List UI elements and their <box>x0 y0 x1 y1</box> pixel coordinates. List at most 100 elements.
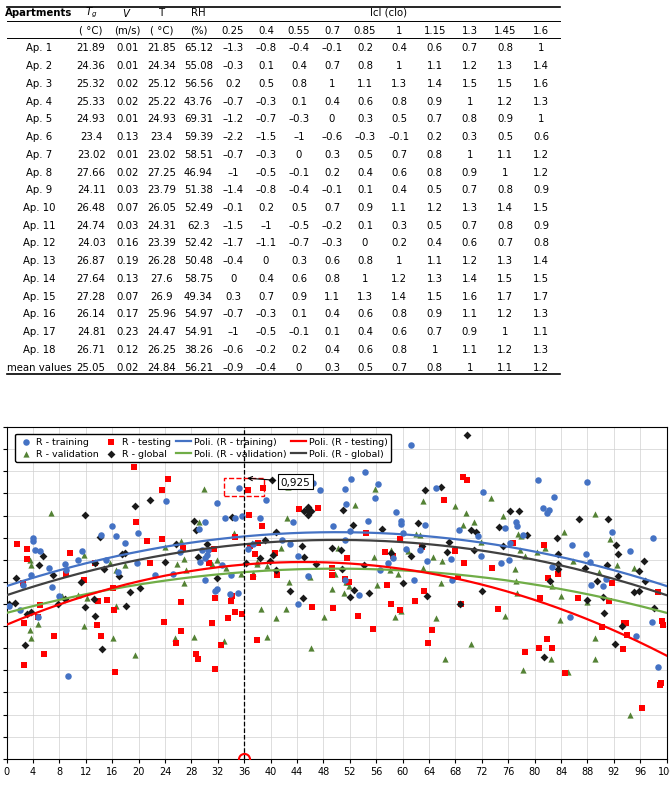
R - testing <box>419 585 429 598</box>
R - global <box>89 609 100 622</box>
R - testing <box>163 473 174 486</box>
R - global <box>602 512 613 525</box>
R - testing <box>90 556 100 569</box>
Text: 0.4: 0.4 <box>357 167 373 177</box>
R - testing <box>257 482 268 495</box>
Text: 0.8: 0.8 <box>357 256 373 266</box>
R - training <box>199 516 210 529</box>
Text: 0.2: 0.2 <box>324 167 340 177</box>
R - global <box>539 651 549 664</box>
Text: 1.2: 1.2 <box>533 362 549 372</box>
R - validation <box>282 481 293 494</box>
R - validation <box>341 577 352 589</box>
R - training <box>396 516 407 528</box>
R - training <box>517 528 528 541</box>
Poli. (R - global) <box>316 536 324 545</box>
Text: 0.1: 0.1 <box>357 185 373 195</box>
R - validation <box>271 612 282 625</box>
Text: 0.8: 0.8 <box>391 96 407 107</box>
R - training <box>243 543 253 556</box>
Text: 0.07: 0.07 <box>116 202 139 213</box>
Text: 1.6: 1.6 <box>462 291 478 301</box>
R - testing <box>422 637 433 650</box>
R - training <box>293 550 304 563</box>
R - testing <box>206 617 217 630</box>
Line: Poli. (R - global): Poli. (R - global) <box>7 540 667 596</box>
R - global <box>80 509 90 522</box>
Text: –0.7: –0.7 <box>222 96 244 107</box>
R - global <box>454 598 465 611</box>
R - validation <box>546 581 557 593</box>
R - testing <box>618 617 629 630</box>
R - training <box>237 510 248 523</box>
Text: 1: 1 <box>431 344 438 354</box>
R - global <box>145 494 156 507</box>
R - validation <box>256 602 267 615</box>
Text: 0.6: 0.6 <box>357 309 373 319</box>
Poli. (R - validation) <box>3 609 11 618</box>
R - training <box>161 495 172 507</box>
Text: 1.5: 1.5 <box>462 79 478 88</box>
Text: –0.1: –0.1 <box>289 167 310 177</box>
R - testing <box>226 589 237 602</box>
Text: 24.47: 24.47 <box>147 327 176 336</box>
R - validation <box>515 544 525 557</box>
R - training <box>375 565 385 577</box>
R - global <box>444 536 454 548</box>
R - training <box>226 569 237 582</box>
Text: 0.3: 0.3 <box>324 362 340 372</box>
R - global <box>255 552 265 565</box>
R - testing <box>129 461 140 474</box>
R - validation <box>281 512 292 525</box>
R - testing <box>453 570 464 583</box>
R - testing <box>462 474 472 487</box>
R - validation <box>338 587 349 600</box>
Text: 1.5: 1.5 <box>533 202 549 213</box>
R - testing <box>559 666 570 679</box>
Text: 38.26: 38.26 <box>184 344 213 354</box>
R - validation <box>319 611 330 624</box>
Text: 0.8: 0.8 <box>497 185 513 195</box>
R - global <box>469 544 480 556</box>
R - training <box>401 544 411 556</box>
R - global <box>553 557 563 570</box>
R - validation <box>262 560 273 573</box>
R - training <box>340 574 350 587</box>
R - global <box>609 638 620 650</box>
Text: 0.01: 0.01 <box>116 114 138 124</box>
Text: 1.2: 1.2 <box>533 167 549 177</box>
R - validation <box>235 568 246 581</box>
Text: 1.3: 1.3 <box>533 309 549 319</box>
R - training <box>107 520 117 533</box>
Text: 1: 1 <box>329 79 335 88</box>
Legend: R - training, R - validation, R - testing, R - global, Poli. (R - training), Pol: R - training, R - validation, R - testin… <box>15 434 391 463</box>
Text: 0.4: 0.4 <box>391 43 407 53</box>
Text: 0.13: 0.13 <box>116 132 138 142</box>
Poli. (R - training) <box>3 581 11 591</box>
R - validation <box>305 571 316 584</box>
Text: 0.8: 0.8 <box>427 167 443 177</box>
Text: 0.7: 0.7 <box>427 114 443 124</box>
Text: 1.2: 1.2 <box>462 61 478 71</box>
R - training <box>119 536 130 549</box>
Text: Ap. 8: Ap. 8 <box>26 167 52 177</box>
Poli. (R - testing) <box>663 651 670 661</box>
R - training <box>537 502 548 515</box>
Text: 56.56: 56.56 <box>184 79 213 88</box>
R - validation <box>418 562 429 575</box>
Text: 0: 0 <box>296 149 302 160</box>
R - testing <box>456 597 466 610</box>
Text: 0.03: 0.03 <box>116 221 138 230</box>
R - testing <box>386 597 397 610</box>
R - training <box>586 579 597 592</box>
R - validation <box>25 554 36 567</box>
Text: 23.02: 23.02 <box>77 149 106 160</box>
Text: 0.8: 0.8 <box>497 221 513 230</box>
Text: –0.7: –0.7 <box>255 114 277 124</box>
Text: 0.9: 0.9 <box>497 114 513 124</box>
R - validation <box>176 536 186 548</box>
R - testing <box>379 546 390 559</box>
Poli. (R - training) <box>320 528 328 537</box>
Text: 1.6: 1.6 <box>533 79 549 88</box>
Text: 23.79: 23.79 <box>147 185 176 195</box>
